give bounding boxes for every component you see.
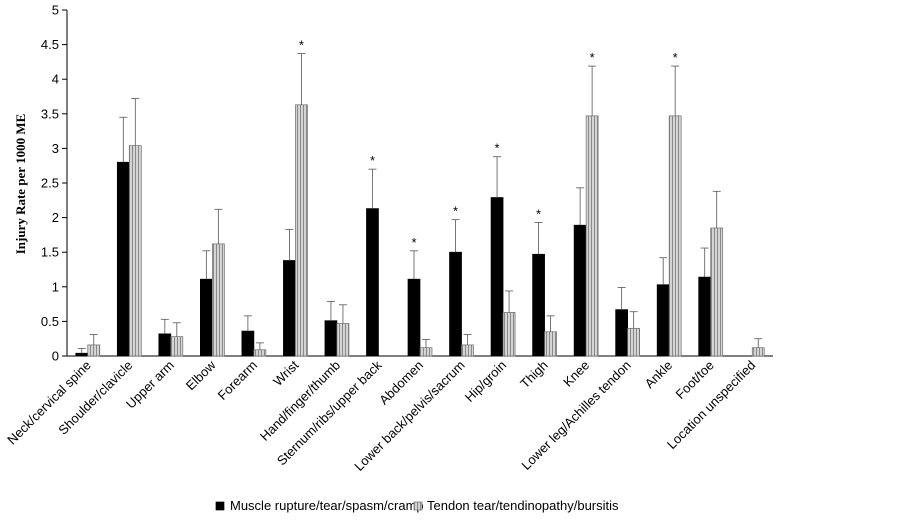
bar-tendon-8 xyxy=(419,347,433,357)
legend-swatch-tendon xyxy=(413,501,423,511)
bar-muscle-15 xyxy=(698,276,712,357)
significance-marker: * xyxy=(411,235,416,250)
bar-muscle-11 xyxy=(532,253,545,357)
y-axis-label: Injury Rate per 1000 ME xyxy=(13,114,28,255)
bar-muscle-8 xyxy=(407,278,421,357)
x-category-label: Ankle xyxy=(642,358,676,392)
x-category-label: Shoulder/clavicle xyxy=(55,358,135,438)
significance-marker: * xyxy=(495,141,500,156)
bar-muscle-9 xyxy=(449,251,462,357)
x-category-label: Wrist xyxy=(270,357,302,389)
bar-tendon-0 xyxy=(87,344,101,357)
bar-tendon-9 xyxy=(461,344,474,357)
significance-marker: * xyxy=(673,50,678,65)
bar-muscle-1 xyxy=(116,161,130,357)
bar-tendon-5 xyxy=(295,104,308,357)
y-tick-label: 0 xyxy=(52,349,59,364)
y-tick-label: 5 xyxy=(52,3,59,18)
significance-marker: * xyxy=(370,153,375,168)
y-tick-label: 0.5 xyxy=(41,314,59,329)
bar-muscle-12 xyxy=(573,224,587,357)
legend-label-tendon: Tendon tear/tendinopathy/bursitis xyxy=(427,498,619,513)
x-category-label: Elbow xyxy=(183,357,219,393)
y-tick-label: 1.5 xyxy=(41,245,59,260)
y-tick-label: 4 xyxy=(52,72,59,87)
y-tick-label: 2.5 xyxy=(41,176,59,191)
bar-tendon-10 xyxy=(502,312,516,357)
bar-muscle-14 xyxy=(656,284,670,357)
bar-tendon-11 xyxy=(544,331,557,357)
bar-tendon-14 xyxy=(668,115,682,357)
bar-tendon-15 xyxy=(710,227,724,357)
bar-muscle-6 xyxy=(324,320,338,357)
significance-marker: * xyxy=(453,204,458,219)
bar-muscle-5 xyxy=(283,260,296,357)
bars: * * * * * * * * xyxy=(75,38,765,357)
legend-swatch-muscle xyxy=(215,501,225,511)
bar-tendon-1 xyxy=(128,145,142,357)
y-tick-label: 3 xyxy=(52,141,59,156)
bar-tendon-2 xyxy=(170,336,184,357)
bar-muscle-3 xyxy=(200,278,213,357)
bar-tendon-3 xyxy=(212,243,225,357)
y-tick-label: 4.5 xyxy=(41,37,59,52)
y-tick-label: 2 xyxy=(52,210,59,225)
x-category-label: Forearm xyxy=(215,358,260,403)
bar-tendon-4 xyxy=(253,349,267,357)
bar-muscle-7 xyxy=(366,208,379,357)
x-category-label: Thigh xyxy=(517,358,551,392)
bar-tendon-13 xyxy=(627,327,640,357)
x-category-label: Hip/groin xyxy=(462,358,509,405)
bar-tendon-12 xyxy=(585,115,599,357)
bar-muscle-2 xyxy=(158,333,172,357)
significance-marker: * xyxy=(299,38,304,53)
y-tick-label: 3.5 xyxy=(41,106,59,121)
legend: Muscle rupture/tear/spasm/cramp Tendon te… xyxy=(215,498,619,513)
bar-muscle-13 xyxy=(615,309,628,357)
significance-marker: * xyxy=(536,206,541,221)
bar-muscle-10 xyxy=(490,197,504,357)
bar-tendon-16 xyxy=(751,347,765,357)
x-category-label: Knee xyxy=(560,358,592,390)
bar-tendon-6 xyxy=(336,323,350,357)
legend-label-muscle: Muscle rupture/tear/spasm/cramp xyxy=(230,498,424,513)
significance-marker: * xyxy=(590,50,595,65)
bar-muscle-4 xyxy=(241,330,255,357)
bar-muscle-0 xyxy=(75,352,89,357)
x-axis-category-labels: Neck/cervical spineShoulder/clavicleUppe… xyxy=(4,357,758,474)
y-tick-label: 1 xyxy=(52,279,59,294)
